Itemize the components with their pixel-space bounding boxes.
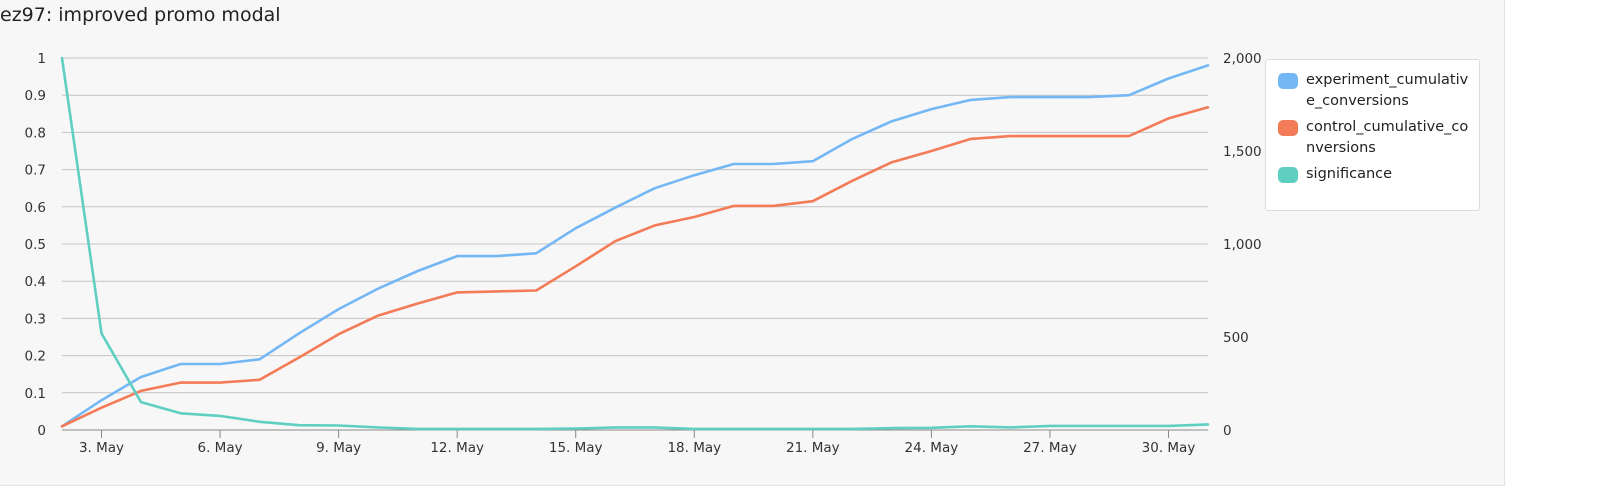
right-tick-label: 1,500 — [1223, 144, 1262, 160]
x-axis: 3. May 6. May 9. May 12. May 15. May 18. May 2… — [62, 429, 1208, 456]
legend-swatch-significance — [1278, 167, 1298, 183]
left-tick-label: 0.6 — [25, 200, 46, 216]
legend-label-experiment: experiment_cumulative_conversions — [1306, 72, 1469, 109]
right-tick-label: 0 — [1223, 423, 1232, 439]
chart-title: ez97: improved promo modal — [0, 4, 281, 26]
x-tick-label: 9. May — [316, 440, 361, 456]
x-tick-label: 21. May — [786, 440, 840, 456]
left-axis-ticks: 0 0.1 0.2 0.3 0.4 0.5 0.6 0.7 0.8 0.9 1 — [25, 51, 46, 439]
legend-item-experiment[interactable]: experiment_cumulative_conversions — [1278, 70, 1471, 112]
legend-swatch-control — [1278, 120, 1298, 136]
x-tick-label: 27. May — [1023, 440, 1077, 456]
right-tick-label: 1,000 — [1223, 237, 1262, 253]
x-tick-label: 15. May — [549, 440, 603, 456]
legend-label-significance: significance — [1306, 166, 1393, 182]
series-line-control — [60, 106, 1210, 428]
left-tick-label: 0.7 — [25, 163, 46, 179]
legend-item-control[interactable]: control_cumulative_conversions — [1278, 117, 1471, 159]
line-chart: 0 0.1 0.2 0.3 0.4 0.5 0.6 0.7 0.8 0.9 1 0 500 1,000 1… — [25, 51, 1262, 456]
left-tick-label: 0.9 — [25, 88, 46, 104]
right-axis-ticks: 0 500 1,000 1,500 2,000 — [1223, 51, 1262, 439]
legend-label-control: control_cumulative_conversions — [1306, 119, 1469, 156]
x-tick-label: 12. May — [430, 440, 484, 456]
left-tick-label: 0.8 — [25, 125, 46, 141]
left-tick-label: 0.2 — [25, 349, 46, 365]
left-tick-label: 0.4 — [25, 274, 46, 290]
right-tick-label: 2,000 — [1223, 51, 1262, 67]
chart-panel: ez97: improved promo modal 0 0.1 0.2 0.3 0.4… — [0, 0, 1505, 486]
left-tick-label: 0.1 — [25, 386, 46, 402]
legend-swatch-experiment — [1278, 73, 1298, 89]
legend-item-significance[interactable]: significance — [1278, 164, 1471, 185]
series-line-significance — [60, 56, 1210, 431]
x-tick-label: 30. May — [1142, 440, 1196, 456]
gridlines — [62, 57, 1208, 394]
left-tick-label: 0.5 — [25, 237, 46, 253]
x-tick-label: 18. May — [667, 440, 721, 456]
chart-legend: experiment_cumulative_conversions contro… — [1265, 59, 1480, 211]
left-tick-label: 1 — [37, 51, 46, 67]
x-tick-label: 6. May — [198, 440, 243, 456]
series-line-experiment — [60, 64, 1210, 428]
left-tick-label: 0.3 — [25, 311, 46, 327]
left-tick-label: 0 — [37, 423, 46, 439]
right-tick-label: 500 — [1223, 330, 1249, 346]
series-lines — [60, 56, 1210, 431]
x-tick-label: 24. May — [905, 440, 959, 456]
x-tick-label: 3. May — [79, 440, 124, 456]
